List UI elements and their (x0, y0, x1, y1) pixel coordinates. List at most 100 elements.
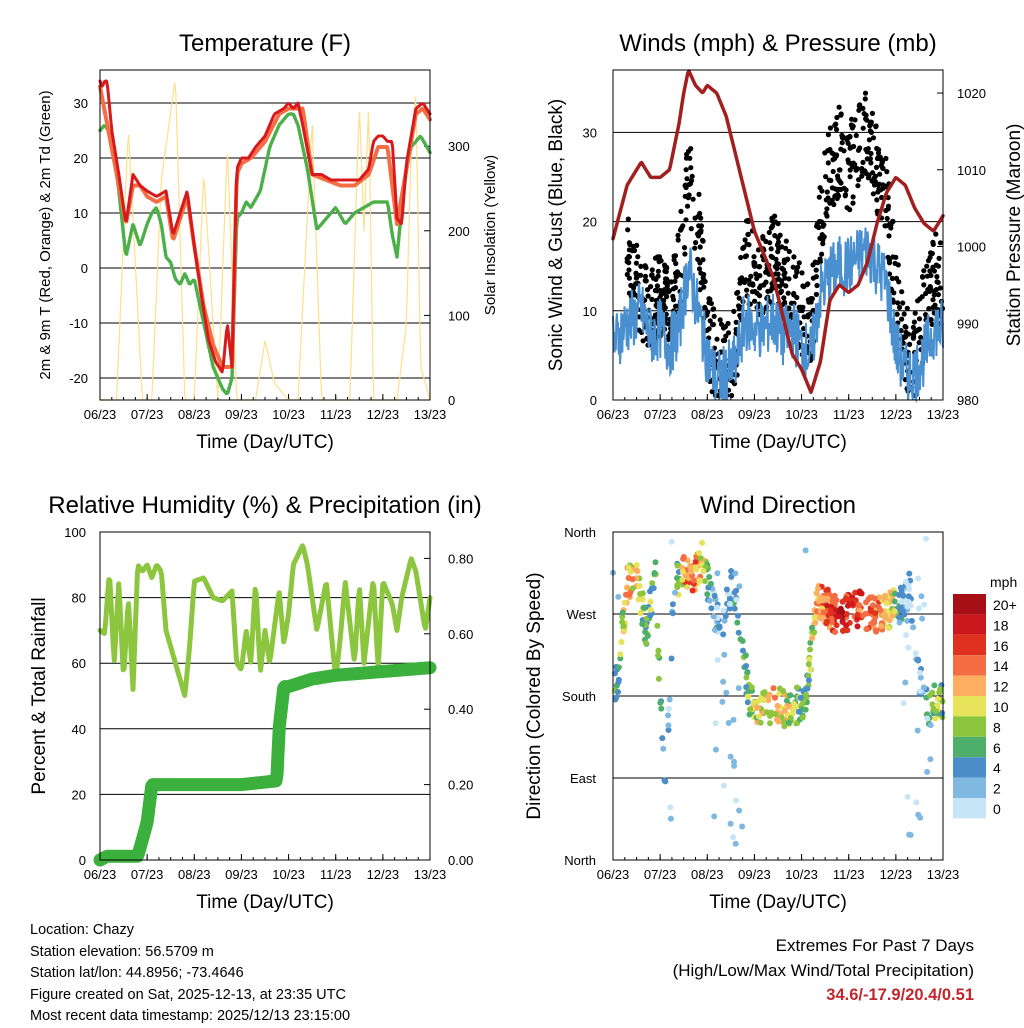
direction-point (852, 597, 859, 604)
gust-point (700, 279, 706, 285)
direction-point (891, 598, 898, 605)
gust-point (834, 195, 840, 202)
direction-point (674, 562, 681, 569)
gust-point (772, 213, 778, 219)
direction-point (833, 613, 840, 620)
gust-point (786, 276, 792, 282)
gust-point (876, 147, 882, 153)
gust-point (937, 285, 943, 291)
gust-point (825, 132, 832, 138)
direction-point (901, 611, 908, 618)
gust-point (689, 173, 695, 179)
gust-point (924, 273, 930, 279)
direction-point (736, 807, 743, 814)
direction-point (733, 596, 740, 603)
direction-point (615, 679, 622, 685)
gust-point (797, 307, 803, 313)
direction-point (915, 575, 922, 582)
gust-point (921, 282, 927, 288)
gust-point (856, 177, 862, 183)
sonic-wind-line (612, 227, 944, 404)
legend-swatch (953, 655, 986, 676)
direction-point (731, 605, 738, 612)
gust-point (626, 247, 633, 253)
direction-point (642, 629, 649, 635)
direction-point (868, 620, 875, 627)
direction-point (665, 712, 672, 719)
direction-point (900, 700, 907, 707)
gust-point (733, 319, 739, 325)
y2-tick-label: 980 (957, 393, 979, 408)
station-latlon: Station lat/lon: 44.8956; -73.4646 (30, 965, 244, 981)
gust-point (826, 177, 832, 183)
y-tick-label: West (567, 607, 597, 622)
gust-point (896, 304, 903, 311)
gust-point (649, 267, 655, 273)
direction-point (710, 613, 717, 620)
direction-point (726, 600, 733, 607)
direction-point (615, 593, 622, 600)
direction-point (813, 590, 820, 597)
gust-point (652, 287, 659, 294)
direction-point (647, 598, 654, 605)
station-info: Location: Chazy Station elevation: 56.57… (30, 920, 350, 1028)
direction-point (833, 607, 839, 614)
y-tick-label: 30 (74, 96, 88, 111)
gust-point (700, 257, 706, 263)
gust-point (862, 168, 868, 174)
direction-point (915, 657, 922, 664)
direction-point (689, 587, 696, 594)
direction-point (781, 707, 788, 714)
direction-point (807, 666, 814, 673)
recent-timestamp: Most recent data timestamp: 2025/12/13 2… (30, 1008, 351, 1024)
direction-point (740, 647, 746, 654)
direction-point (704, 591, 711, 598)
gust-point (737, 312, 743, 319)
gust-point (695, 213, 701, 219)
y2-tick-label: 0.80 (448, 551, 473, 566)
x-tick-label: 13/23 (414, 867, 447, 882)
gust-point (626, 254, 633, 260)
direction-point (672, 589, 678, 596)
gust-point (625, 227, 631, 233)
gust-point (885, 254, 891, 260)
direction-point (711, 813, 718, 820)
direction-point (667, 815, 674, 822)
direction-point (637, 610, 644, 616)
gust-point (873, 164, 880, 170)
gust-point (686, 181, 692, 187)
gust-point (707, 296, 713, 302)
y2-tick-label: 0.20 (448, 778, 473, 793)
direction-point (726, 605, 733, 612)
gust-point (769, 218, 775, 224)
direction-point (706, 597, 713, 604)
direction-point (824, 586, 831, 593)
x-axis-label: Time (Day/UTC) (709, 432, 847, 453)
direction-point (917, 674, 924, 681)
gust-point (801, 314, 807, 320)
y-tick-label: 30 (583, 125, 597, 140)
gust-point (799, 270, 805, 276)
direction-point (679, 568, 686, 575)
direction-point (859, 612, 866, 619)
gust-point (862, 90, 869, 96)
gust-point (936, 255, 942, 261)
gust-point (839, 132, 845, 138)
gust-point (785, 290, 791, 296)
direction-point (914, 727, 921, 734)
direction-point (665, 727, 672, 733)
gust-point (786, 248, 792, 255)
gust-point (825, 160, 831, 166)
gust-point (869, 110, 876, 116)
gust-point (735, 289, 741, 295)
y2-tick-label: 0.40 (448, 702, 473, 717)
gust-point (738, 254, 744, 261)
gust-point (651, 275, 657, 281)
x-tick-label: 06/23 (597, 867, 630, 882)
direction-point (820, 609, 827, 616)
direction-point (806, 656, 813, 663)
gust-point (695, 233, 702, 239)
gust-point (770, 223, 776, 229)
direction-point (708, 605, 715, 612)
temp-2m-line (98, 79, 432, 374)
